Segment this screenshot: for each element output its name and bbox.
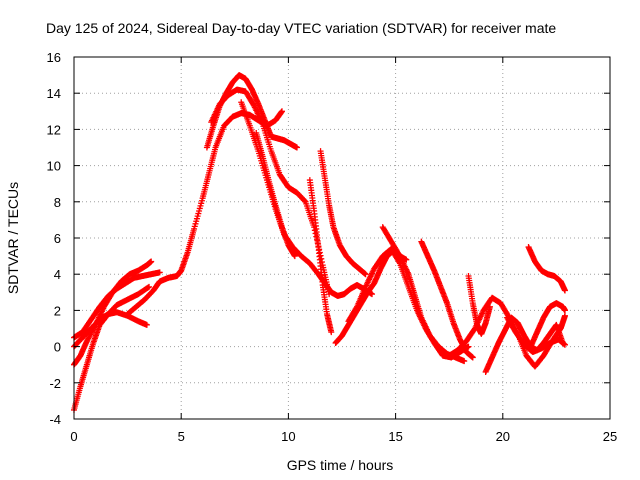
x-tick-label: 0 xyxy=(70,429,77,444)
series-arc-19 xyxy=(525,244,568,294)
data-points xyxy=(71,72,568,413)
grid xyxy=(74,57,610,419)
data-point xyxy=(369,291,376,298)
data-point xyxy=(561,312,568,319)
y-axis-title: SDTVAR / TECUs xyxy=(5,182,21,294)
data-point xyxy=(403,256,410,263)
series-arc-21 xyxy=(504,314,568,356)
series-arc-3 xyxy=(71,269,163,341)
y-tick-label: 6 xyxy=(54,231,61,246)
data-point xyxy=(362,271,369,278)
series-arc-9 xyxy=(253,130,298,260)
series-arc-10 xyxy=(306,177,335,336)
y-tick-label: -2 xyxy=(49,376,61,391)
y-tick-label: -4 xyxy=(49,412,61,427)
data-point xyxy=(461,358,468,365)
ticks: 0 5 10 15 20 25 -4 -2 0 2 4 6 8 10 12 14 16 xyxy=(47,50,618,444)
series-arc-14 xyxy=(379,224,468,365)
y-tick-label: 14 xyxy=(47,86,61,101)
y-tick-label: 16 xyxy=(47,50,61,65)
data-point xyxy=(561,287,568,294)
series-arc-5 xyxy=(124,108,285,318)
series-arc-4 xyxy=(71,309,150,350)
x-tick-label: 10 xyxy=(281,429,295,444)
x-tick-label: 5 xyxy=(178,429,185,444)
y-tick-label: 12 xyxy=(47,122,61,137)
y-tick-label: 4 xyxy=(54,267,61,282)
data-point xyxy=(278,108,285,115)
data-point xyxy=(291,253,298,260)
series-arc-17 xyxy=(465,273,493,337)
y-tick-label: 8 xyxy=(54,195,61,210)
series-arc-15 xyxy=(418,238,476,361)
data-point xyxy=(148,258,155,265)
x-tick-label: 15 xyxy=(388,429,402,444)
series-arc-20 xyxy=(527,300,568,350)
data-point xyxy=(561,341,568,348)
series-arc-2 xyxy=(71,258,155,368)
y-tick-label: 10 xyxy=(47,159,61,174)
series-arc-13 xyxy=(345,245,472,361)
data-point xyxy=(469,354,476,361)
chart-title: Day 125 of 2024, Sidereal Day-to-day VTE… xyxy=(46,20,556,36)
data-point xyxy=(561,307,568,314)
x-tick-label: 20 xyxy=(496,429,510,444)
x-tick-label: 25 xyxy=(603,429,617,444)
y-tick-label: 2 xyxy=(54,303,61,318)
series-arc-11 xyxy=(317,148,369,278)
data-point xyxy=(156,269,163,276)
data-point xyxy=(328,329,335,336)
data-point xyxy=(146,283,153,290)
y-tick-label: 0 xyxy=(54,340,61,355)
data-point xyxy=(293,144,300,151)
x-axis-title: GPS time / hours xyxy=(287,457,394,473)
data-point xyxy=(486,303,493,310)
data-point xyxy=(143,321,150,328)
